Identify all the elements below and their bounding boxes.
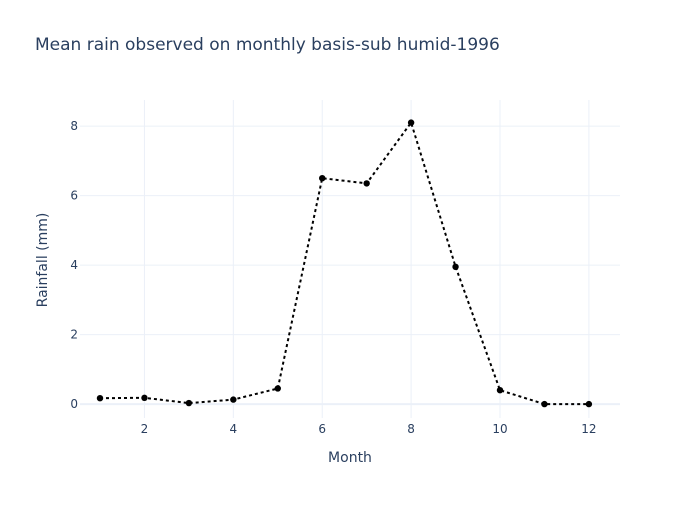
- data-point: [363, 180, 370, 187]
- data-point: [496, 386, 504, 394]
- x-tick-label: 2: [141, 422, 149, 436]
- series-layer: [96, 119, 593, 408]
- y-tick-label: 8: [70, 119, 78, 133]
- chart-title: Mean rain observed on monthly basis-sub …: [35, 35, 500, 55]
- y-tick-label: 2: [70, 328, 78, 342]
- x-tick-label: 8: [407, 422, 415, 436]
- x-tick-label: 12: [581, 422, 596, 436]
- data-point: [452, 263, 459, 271]
- x-axis-title: Month: [328, 450, 372, 466]
- x-tick-label: 10: [492, 422, 507, 436]
- data-point: [541, 400, 548, 408]
- y-tick-label: 4: [70, 258, 78, 272]
- x-tick-label: 4: [230, 422, 238, 436]
- data-point: [96, 394, 104, 402]
- x-tick-label: 6: [318, 422, 326, 436]
- data-point: [141, 394, 148, 402]
- axis-layer: 2 4 6 8 10 12 0 2 4 6 8: [70, 119, 596, 436]
- y-tick-label: 0: [70, 397, 78, 411]
- data-point: [585, 400, 593, 408]
- data-point: [274, 385, 281, 392]
- data-point: [230, 396, 237, 403]
- y-tick-label: 6: [70, 189, 78, 203]
- data-point: [185, 399, 193, 407]
- series-line: [99, 120, 589, 406]
- grid-layer: [80, 100, 620, 418]
- data-point: [407, 119, 415, 126]
- y-axis-title: Rainfall (mm): [35, 213, 51, 308]
- data-point: [319, 174, 326, 182]
